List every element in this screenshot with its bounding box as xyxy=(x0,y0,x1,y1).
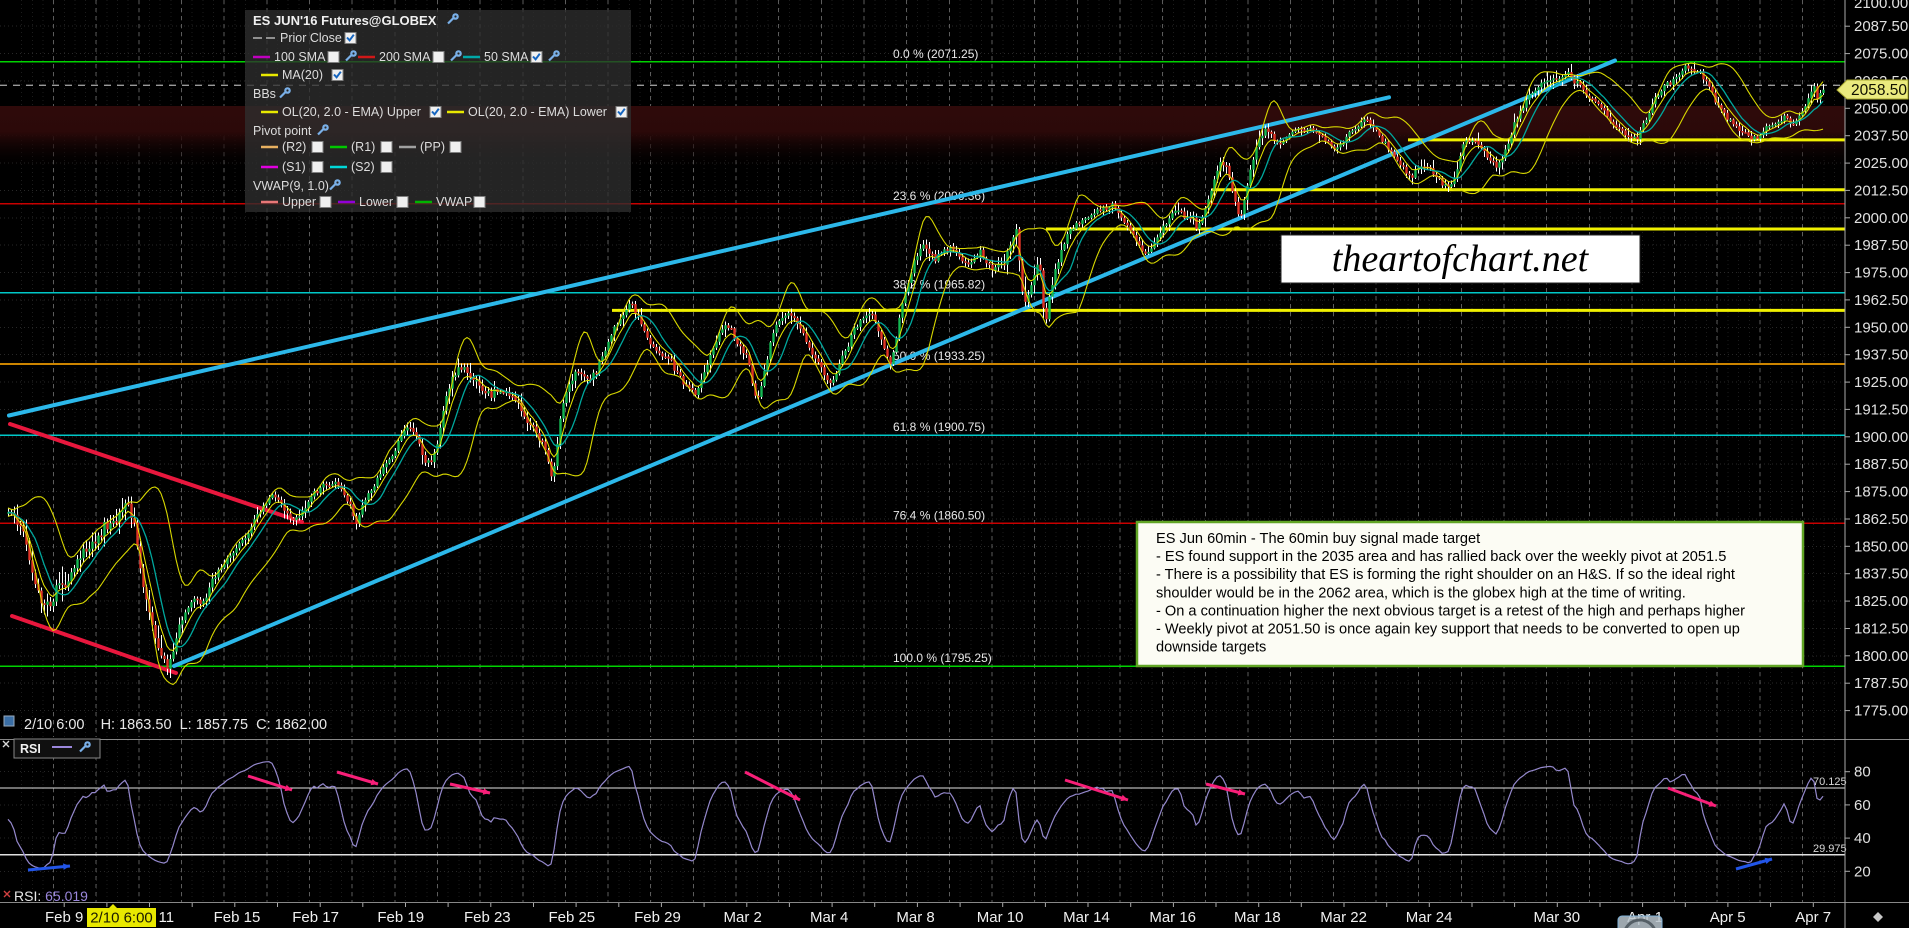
svg-text:(R2): (R2) xyxy=(282,140,306,154)
svg-text:Mar 22: Mar 22 xyxy=(1320,909,1367,926)
svg-text:1825.00: 1825.00 xyxy=(1854,593,1908,610)
svg-text:theartofchart.net: theartofchart.net xyxy=(1332,238,1590,280)
svg-text:1975.00: 1975.00 xyxy=(1854,265,1908,282)
svg-text:70.125: 70.125 xyxy=(1813,776,1847,788)
svg-text:- On a continuation higher the: - On a continuation higher the next obvi… xyxy=(1156,603,1745,619)
svg-text:1887.50: 1887.50 xyxy=(1854,456,1908,473)
svg-text:Mar 4: Mar 4 xyxy=(810,909,848,926)
svg-text:(S2): (S2) xyxy=(351,160,375,174)
svg-text:Apr 7: Apr 7 xyxy=(1795,909,1831,926)
svg-text:Mar 18: Mar 18 xyxy=(1234,909,1281,926)
svg-text:Mar 30: Mar 30 xyxy=(1533,909,1580,926)
svg-text:MA(20): MA(20) xyxy=(282,68,323,82)
svg-text:60: 60 xyxy=(1854,797,1871,814)
svg-text:BBs: BBs xyxy=(253,87,276,101)
svg-text:(S1): (S1) xyxy=(282,160,306,174)
svg-text:OL(20, 2.0 - EMA) Upper: OL(20, 2.0 - EMA) Upper xyxy=(282,105,421,119)
svg-text:29.975: 29.975 xyxy=(1813,843,1847,855)
svg-text:- Weekly pivot at 2051.50 is o: - Weekly pivot at 2051.50 is once again … xyxy=(1156,622,1740,638)
svg-text:2058.50: 2058.50 xyxy=(1851,82,1907,99)
svg-text:20: 20 xyxy=(1854,863,1871,880)
svg-text:1962.50: 1962.50 xyxy=(1854,292,1908,309)
svg-text:Mar 2: Mar 2 xyxy=(724,909,762,926)
svg-text:1987.50: 1987.50 xyxy=(1854,237,1908,254)
svg-text:Feb 29: Feb 29 xyxy=(634,909,681,926)
svg-text:61.8 % (1900.75): 61.8 % (1900.75) xyxy=(893,420,985,434)
svg-text:Mar 14: Mar 14 xyxy=(1063,909,1110,926)
svg-text:Pivot point: Pivot point xyxy=(253,124,312,138)
svg-text:2/10 6:00 H: 1863.50 L: 18: 2/10 6:00 H: 1863.50 L: 1857.75 C: 1862.… xyxy=(24,717,327,733)
svg-text:2100.00: 2100.00 xyxy=(1854,0,1908,12)
svg-text:2050.00: 2050.00 xyxy=(1854,100,1908,117)
svg-text:1912.50: 1912.50 xyxy=(1854,401,1908,418)
svg-text:OL(20, 2.0 - EMA) Lower: OL(20, 2.0 - EMA) Lower xyxy=(468,105,607,119)
svg-text:0.0 % (2071.25): 0.0 % (2071.25) xyxy=(893,47,978,61)
svg-text:Mar 24: Mar 24 xyxy=(1406,909,1453,926)
svg-text:76.4 % (1860.50): 76.4 % (1860.50) xyxy=(893,508,985,522)
svg-text:100.0 % (1795.25): 100.0 % (1795.25) xyxy=(893,651,992,665)
svg-text:(R1): (R1) xyxy=(351,140,375,154)
svg-text:2025.00: 2025.00 xyxy=(1854,155,1908,172)
svg-text:Feb 19: Feb 19 xyxy=(377,909,424,926)
svg-text:Feb 23: Feb 23 xyxy=(464,909,511,926)
svg-text:Lower: Lower xyxy=(359,195,393,209)
svg-text:Upper: Upper xyxy=(282,195,316,209)
svg-text:RSI: 65.019: RSI: 65.019 xyxy=(14,888,88,904)
svg-text:Mar 16: Mar 16 xyxy=(1149,909,1196,926)
svg-text:1812.50: 1812.50 xyxy=(1854,621,1908,638)
svg-text:1862.50: 1862.50 xyxy=(1854,511,1908,528)
svg-text:2000.00: 2000.00 xyxy=(1854,210,1908,227)
svg-text:1775.00: 1775.00 xyxy=(1854,703,1908,720)
svg-text:2087.50: 2087.50 xyxy=(1854,18,1908,35)
svg-text:1837.50: 1837.50 xyxy=(1854,566,1908,583)
svg-text:(PP): (PP) xyxy=(420,140,445,154)
svg-text:shoulder would be in the 2062: shoulder would be in the 2062 area, whic… xyxy=(1156,585,1686,601)
svg-text:200 SMA: 200 SMA xyxy=(379,50,431,64)
svg-text:RSI: RSI xyxy=(20,742,41,756)
svg-text:11: 11 xyxy=(159,909,175,926)
svg-text:Feb 9: Feb 9 xyxy=(45,909,83,926)
svg-text:VWAP: VWAP xyxy=(436,195,472,209)
svg-text:1787.50: 1787.50 xyxy=(1854,675,1908,692)
svg-text:1875.00: 1875.00 xyxy=(1854,484,1908,501)
svg-text:ES Jun 60min - The 60min buy s: ES Jun 60min - The 60min buy signal made… xyxy=(1156,531,1480,547)
svg-text:Feb 17: Feb 17 xyxy=(292,909,339,926)
svg-text:Mar 10: Mar 10 xyxy=(977,909,1024,926)
svg-text:1900.00: 1900.00 xyxy=(1854,429,1908,446)
svg-text:Apr 5: Apr 5 xyxy=(1710,909,1746,926)
svg-text:VWAP(9, 1.0): VWAP(9, 1.0) xyxy=(253,179,329,193)
svg-text:Feb 15: Feb 15 xyxy=(214,909,261,926)
svg-text:40: 40 xyxy=(1854,830,1871,847)
svg-text:50 SMA: 50 SMA xyxy=(484,50,529,64)
svg-text:80: 80 xyxy=(1854,764,1871,781)
svg-text:Prior Close: Prior Close xyxy=(280,31,342,45)
svg-text:- There is a possibility that: - There is a possibility that ES is form… xyxy=(1156,567,1735,583)
svg-text:1850.00: 1850.00 xyxy=(1854,538,1908,555)
svg-text:2075.00: 2075.00 xyxy=(1854,46,1908,63)
svg-text:- ES found support in the 2035: - ES found support in the 2035 area and … xyxy=(1156,549,1726,565)
svg-text:Feb 25: Feb 25 xyxy=(548,909,595,926)
svg-text:2/10 6:00: 2/10 6:00 xyxy=(90,910,153,927)
svg-text:ES JUN'16 Futures@GLOBEX: ES JUN'16 Futures@GLOBEX xyxy=(253,13,437,28)
svg-text:1937.50: 1937.50 xyxy=(1854,347,1908,364)
svg-text:downside targets: downside targets xyxy=(1156,640,1266,656)
svg-text:Mar 8: Mar 8 xyxy=(896,909,934,926)
svg-text:1800.00: 1800.00 xyxy=(1854,648,1908,665)
svg-text:1950.00: 1950.00 xyxy=(1854,319,1908,336)
svg-text:1925.00: 1925.00 xyxy=(1854,374,1908,391)
svg-text:2037.50: 2037.50 xyxy=(1854,128,1908,145)
svg-text:100 SMA: 100 SMA xyxy=(274,50,326,64)
svg-text:23.6 % (2006.36): 23.6 % (2006.36) xyxy=(893,189,985,203)
svg-text:2012.50: 2012.50 xyxy=(1854,182,1908,199)
